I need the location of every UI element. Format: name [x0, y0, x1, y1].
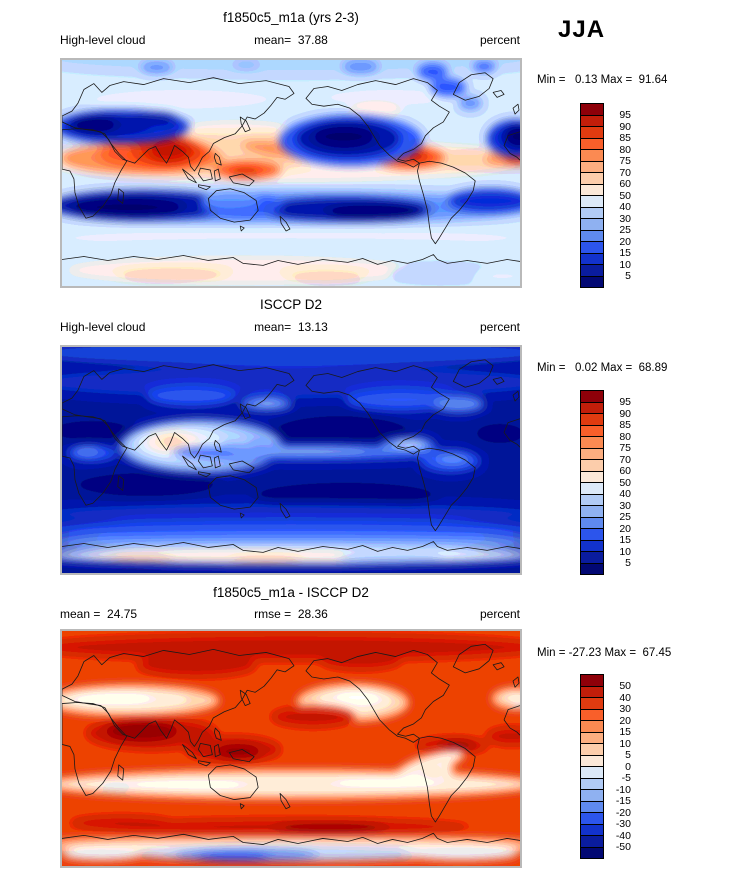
mean-label: mean = 24.75: [60, 607, 138, 621]
colorbar-cell: [580, 275, 604, 288]
colorbar-model: 95 90 85 80 75 70 60 50 40 30 25 20 15 10 5: [580, 103, 650, 291]
colorbar-tick-label: -5: [621, 771, 631, 784]
colorbar-tick-label: 90: [619, 120, 631, 133]
colorbar-tick-label: 5: [625, 556, 631, 569]
colorbar-tick-label: -50: [615, 840, 631, 853]
colorbar-tick-label: 60: [619, 177, 631, 190]
rmse-label: rmse = 28.36: [254, 607, 328, 621]
colorbar-tick-label: 95: [619, 108, 631, 121]
colorbar-tick-label: 50: [619, 679, 631, 692]
colorbar-tick-label: 60: [619, 464, 631, 477]
map-model-high-level-cloud: [60, 58, 522, 288]
colorbar-tick-label: 85: [619, 418, 631, 431]
colorbar-tick-label: 50: [619, 189, 631, 202]
colorbar-tick-label: 70: [619, 453, 631, 466]
colorbar-diff: 50 40 30 20 15 10 5 0 -5 -10 -15 -20 -30 -40 -50: [580, 674, 650, 862]
panel-title: f1850c5_m1a (yrs 2-3): [223, 10, 359, 25]
map-diff-high-level-cloud: [60, 629, 522, 868]
colorbar-obs: 95 90 85 80 75 70 60 50 40 30 25 20 15 10 5: [580, 390, 650, 578]
colorbar-tick-label: 95: [619, 395, 631, 408]
colorbar-tick-label: 25: [619, 223, 631, 236]
colorbar-tick-label: 40: [619, 691, 631, 704]
minmax-label: Min = 0.13 Max = 91.64: [537, 74, 668, 86]
colorbar-cell: [580, 562, 604, 575]
colorbar-tick-label: 40: [619, 200, 631, 213]
colorbar-cell: [580, 846, 604, 859]
colorbar-tick-label: 90: [619, 407, 631, 420]
panel-title: f1850c5_m1a - ISCCP D2: [213, 585, 369, 600]
colorbar-tick-label: -20: [615, 806, 631, 819]
colorbar-tick-label: 80: [619, 143, 631, 156]
colorbar-tick-label: -15: [615, 794, 631, 807]
variable-label: High-level cloud: [60, 33, 146, 47]
colorbar-tick-label: 75: [619, 441, 631, 454]
colorbar-tick-label: 50: [619, 476, 631, 489]
colorbar-tick-label: -10: [615, 783, 631, 796]
colorbar-tick-label: 30: [619, 212, 631, 225]
colorbar-tick-label: 25: [619, 510, 631, 523]
panel-title: ISCCP D2: [259, 297, 323, 312]
colorbar-tick-label: 30: [619, 499, 631, 512]
minmax-label: Min = 0.02 Max = 68.89: [537, 362, 668, 374]
colorbar-tick-label: 15: [619, 533, 631, 546]
colorbar-tick-label: 10: [619, 545, 631, 558]
colorbar-tick-label: 85: [619, 131, 631, 144]
colorbar-tick-label: 10: [619, 258, 631, 271]
units-label: percent: [479, 33, 520, 47]
season-label: JJA: [558, 16, 606, 43]
minmax-label: Min = -27.23 Max = 67.45: [537, 647, 672, 659]
colorbar-tick-label: 20: [619, 714, 631, 727]
colorbar-tick-label: 5: [625, 269, 631, 282]
variable-label: High-level cloud: [60, 320, 146, 334]
colorbar-tick-label: 0: [625, 760, 631, 773]
colorbar-tick-label: 15: [619, 725, 631, 738]
mean-label: mean= 37.88: [254, 33, 328, 47]
colorbar-tick-label: 15: [619, 246, 631, 259]
colorbar-tick-label: 70: [619, 166, 631, 179]
colorbar-tick-label: 40: [619, 487, 631, 500]
colorbar-tick-label: -30: [615, 817, 631, 830]
map-obs-high-level-cloud: [60, 345, 522, 575]
colorbar-tick-label: 80: [619, 430, 631, 443]
colorbar-tick-label: 10: [619, 737, 631, 750]
colorbar-tick-label: 5: [625, 748, 631, 761]
colorbar-tick-label: -40: [615, 829, 631, 842]
units-label: percent: [479, 607, 520, 621]
units-label: percent: [479, 320, 520, 334]
mean-label: mean= 13.13: [254, 320, 328, 334]
colorbar-tick-label: 30: [619, 702, 631, 715]
colorbar-tick-label: 75: [619, 154, 631, 167]
colorbar-tick-label: 20: [619, 522, 631, 535]
colorbar-tick-label: 20: [619, 235, 631, 248]
